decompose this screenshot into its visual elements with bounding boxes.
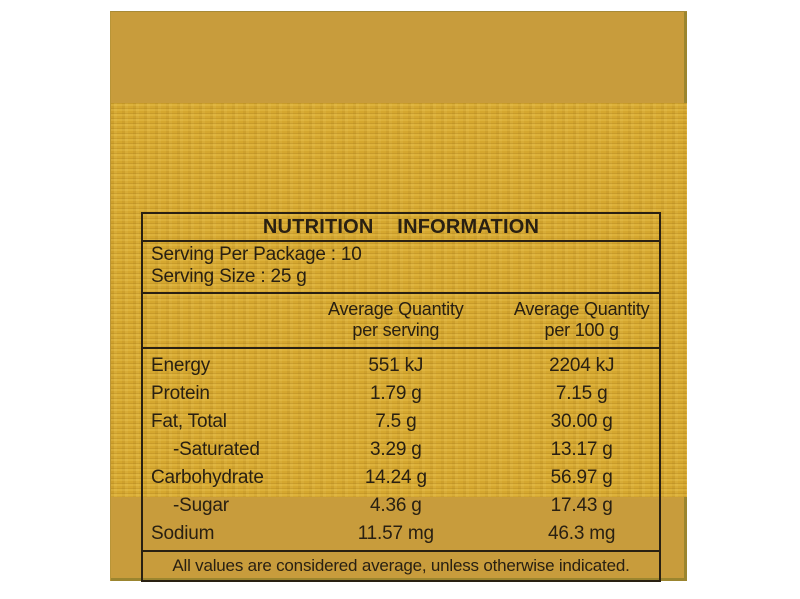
row-name: Sodium: [151, 523, 215, 544]
row-value-per-serving: 3.29 g: [370, 439, 422, 460]
nutrition-panel: NUTRITION INFORMATION Serving Per Packag…: [141, 212, 661, 582]
nutrition-row-carbohydrate: Carbohydrate 14.24 g 56.97 g: [143, 464, 659, 492]
row-name: Protein: [151, 383, 210, 404]
row-value-per-serving: 11.57 mg: [357, 523, 434, 544]
column-header-row: Average Quantity per serving Average Qua…: [143, 294, 659, 349]
row-value-per-serving: 1.79 g: [370, 383, 422, 404]
nutrition-row-saturated: -Saturated 3.29 g 13.17 g: [143, 436, 659, 464]
row-value-per-100g: 7.15 g: [555, 383, 608, 404]
gold-background: NUTRITION INFORMATION Serving Per Packag…: [110, 11, 687, 582]
row-value-per-100g: 30.00 g: [550, 411, 613, 432]
nutrition-row-energy: Energy 551 kJ 2204 kJ: [143, 352, 659, 380]
serving-info: Serving Per Package : 10 Serving Size : …: [143, 242, 659, 294]
column-header-spacer: [143, 299, 313, 341]
footnote: All values are considered average, unles…: [143, 550, 659, 580]
row-name: Fat, Total: [151, 411, 227, 432]
row-value-per-100g: 17.43 g: [550, 495, 613, 516]
row-name: Energy: [151, 355, 211, 376]
serving-size-line: Serving Size : 25 g: [151, 266, 307, 287]
panel-title: NUTRITION INFORMATION: [143, 214, 659, 242]
nutrition-row-fat-total: Fat, Total 7.5 g 30.00 g: [143, 408, 659, 436]
row-value-per-serving: 551 kJ: [368, 355, 424, 376]
row-value-per-serving: 4.36 g: [370, 495, 422, 516]
row-name: -Sugar: [173, 495, 229, 516]
nutrition-row-protein: Protein 1.79 g 7.15 g: [143, 380, 659, 408]
row-value-per-serving: 14.24 g: [364, 467, 427, 488]
texture-band: NUTRITION INFORMATION Serving Per Packag…: [111, 103, 687, 582]
nutrition-rows: Energy 551 kJ 2204 kJ Protein 1.79 g 7.1…: [143, 349, 659, 550]
nutrition-row-sodium: Sodium 11.57 mg 46.3 mg: [143, 520, 659, 548]
row-value-per-100g: 13.17 g: [550, 439, 613, 460]
row-value-per-serving: 7.5 g: [375, 411, 417, 432]
row-name: Carbohydrate: [151, 467, 264, 488]
nutrition-row-sugar: -Sugar 4.36 g 17.43 g: [143, 492, 659, 520]
row-value-per-100g: 56.97 g: [550, 467, 613, 488]
row-value-per-100g: 2204 kJ: [549, 355, 615, 376]
col-header-per-serving: Average Quantity per serving: [328, 299, 464, 340]
col-header-per-100g: Average Quantity per 100 g: [513, 299, 650, 340]
serving-per-package-line: Serving Per Package : 10: [151, 244, 362, 265]
row-value-per-100g: 46.3 mg: [548, 523, 616, 544]
row-name: -Saturated: [173, 439, 260, 460]
